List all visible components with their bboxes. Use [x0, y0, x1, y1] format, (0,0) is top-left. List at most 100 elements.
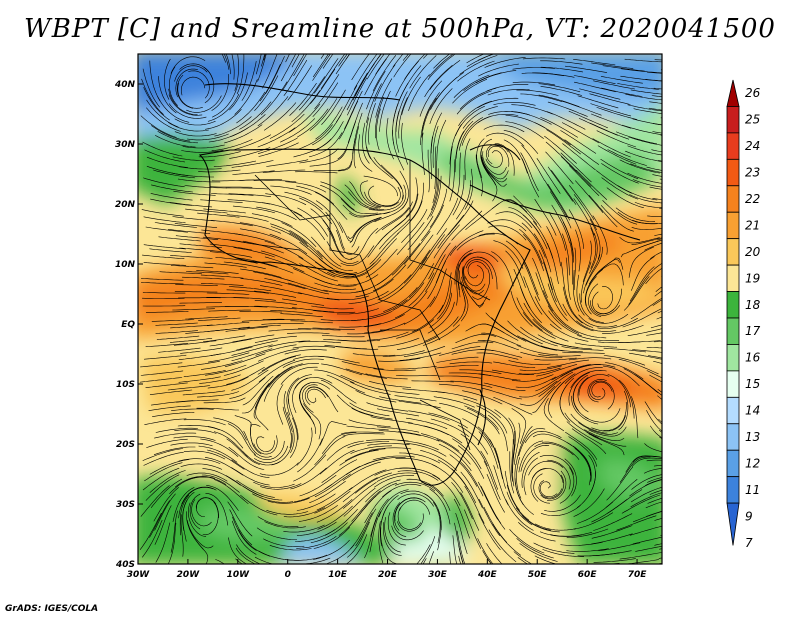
colorbar-label: 15	[745, 377, 760, 391]
streamline	[151, 319, 195, 322]
streamline	[243, 240, 284, 254]
streamline	[349, 181, 380, 209]
streamline	[350, 512, 373, 549]
streamline	[270, 185, 312, 195]
streamline	[404, 249, 431, 284]
streamline	[204, 262, 247, 268]
streamline	[183, 419, 226, 426]
streamline	[589, 550, 632, 557]
streamline	[430, 77, 458, 110]
streamline	[376, 472, 418, 482]
streamline	[142, 292, 186, 294]
streamline	[515, 376, 557, 388]
streamline	[452, 174, 465, 216]
streamline	[656, 316, 662, 320]
colorbar-label: 9	[745, 509, 753, 523]
lon-tick-label: 70E	[628, 570, 648, 580]
streamline	[568, 372, 590, 406]
streamline	[520, 351, 563, 358]
streamline	[317, 505, 353, 530]
streamline	[151, 184, 193, 193]
streamline	[596, 130, 636, 148]
streamline	[346, 72, 368, 111]
streamline	[577, 377, 589, 413]
streamline	[560, 152, 592, 183]
streamline	[589, 93, 631, 105]
streamline	[283, 507, 325, 518]
streamline	[154, 505, 172, 545]
streamline	[289, 230, 323, 258]
streamline	[198, 445, 238, 463]
streamline	[487, 89, 530, 96]
streamline	[167, 385, 211, 391]
streamline	[624, 58, 662, 63]
streamline	[533, 233, 552, 273]
streamline	[397, 200, 423, 235]
streamline	[286, 279, 328, 292]
streamline	[265, 193, 307, 205]
streamline	[252, 493, 294, 503]
streamline	[178, 376, 221, 383]
streamline	[630, 492, 662, 508]
streamline	[142, 448, 184, 461]
streamline	[416, 544, 431, 564]
streamline	[233, 247, 275, 258]
streamline	[550, 191, 572, 229]
streamline	[350, 228, 379, 260]
streamline	[648, 107, 662, 111]
streamline	[236, 257, 278, 268]
streamline	[207, 376, 249, 389]
streamline	[317, 250, 353, 272]
streamline	[629, 479, 662, 497]
streamline	[373, 264, 407, 292]
streamline	[488, 414, 508, 452]
streamline	[232, 516, 257, 551]
streamline	[167, 229, 211, 234]
streamline	[309, 149, 347, 167]
streamline	[607, 374, 631, 408]
streamline	[261, 81, 288, 116]
streamline	[603, 401, 627, 431]
streamline	[310, 522, 348, 543]
streamline	[420, 536, 435, 564]
streamline	[575, 180, 604, 213]
streamline	[505, 250, 526, 288]
streamline	[229, 377, 266, 399]
streamline	[372, 55, 396, 92]
streamline	[481, 156, 507, 187]
streamline	[308, 386, 339, 413]
streamline	[437, 214, 464, 249]
streamline	[202, 468, 241, 486]
streamline	[492, 523, 521, 556]
streamline	[646, 410, 662, 432]
streamline	[198, 317, 241, 321]
streamline	[403, 231, 431, 265]
streamline	[522, 57, 566, 60]
streamline	[392, 282, 425, 311]
streamline	[562, 286, 583, 324]
streamline	[150, 193, 193, 201]
streamline	[145, 311, 189, 313]
streamline	[314, 473, 351, 497]
streamline	[573, 488, 605, 517]
colorbar-label: 21	[745, 218, 760, 232]
streamline	[367, 54, 385, 80]
streamline	[590, 227, 597, 269]
streamline	[309, 132, 343, 158]
streamline	[296, 493, 336, 511]
streamline	[320, 54, 346, 89]
streamline	[232, 205, 275, 214]
streamline	[269, 233, 308, 254]
streamline	[411, 304, 444, 333]
streamline	[299, 148, 339, 164]
streamline	[243, 430, 272, 458]
streamline	[235, 558, 243, 564]
streamline	[314, 490, 351, 514]
streamline	[159, 271, 202, 275]
streamline	[296, 427, 313, 466]
streamline	[543, 290, 567, 326]
streamline	[326, 241, 359, 264]
streamline	[493, 240, 524, 269]
streamline	[546, 226, 561, 267]
streamline	[621, 124, 662, 136]
